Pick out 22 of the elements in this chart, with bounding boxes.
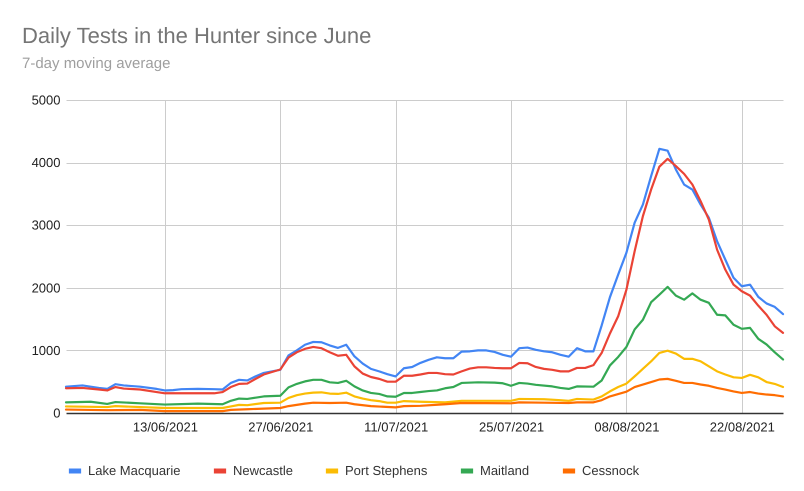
legend-label: Newcastle <box>233 463 293 478</box>
chart-subtitle: 7-day moving average <box>22 55 170 72</box>
x-tick-label: 11/07/2021 <box>364 420 428 434</box>
chart-title: Daily Tests in the Hunter since June <box>22 23 372 48</box>
legend-label: Cessnock <box>582 463 640 478</box>
y-tick-label: 1000 <box>32 342 60 358</box>
legend-label: Maitland <box>480 463 530 478</box>
x-tick-label: 25/07/2021 <box>478 420 544 434</box>
x-tick-label: 22/08/2021 <box>710 420 775 434</box>
y-tick-label: 3000 <box>32 218 60 233</box>
x-tick-label: 08/08/2021 <box>594 420 660 434</box>
y-tick-label: 4000 <box>32 155 60 170</box>
y-tick-label: 2000 <box>32 280 60 296</box>
x-tick-label: 13/06/2021 <box>132 420 198 434</box>
legend-label: Lake Macquarie <box>88 463 180 478</box>
legend-label: Port Stephens <box>345 463 428 478</box>
line-series <box>64 350 784 410</box>
y-tick-label: 0 <box>53 406 60 420</box>
y-tick-label: 5000 <box>32 92 60 108</box>
line-series <box>64 378 784 412</box>
x-tick-label: 27/06/2021 <box>248 420 314 434</box>
line-series <box>64 286 784 406</box>
